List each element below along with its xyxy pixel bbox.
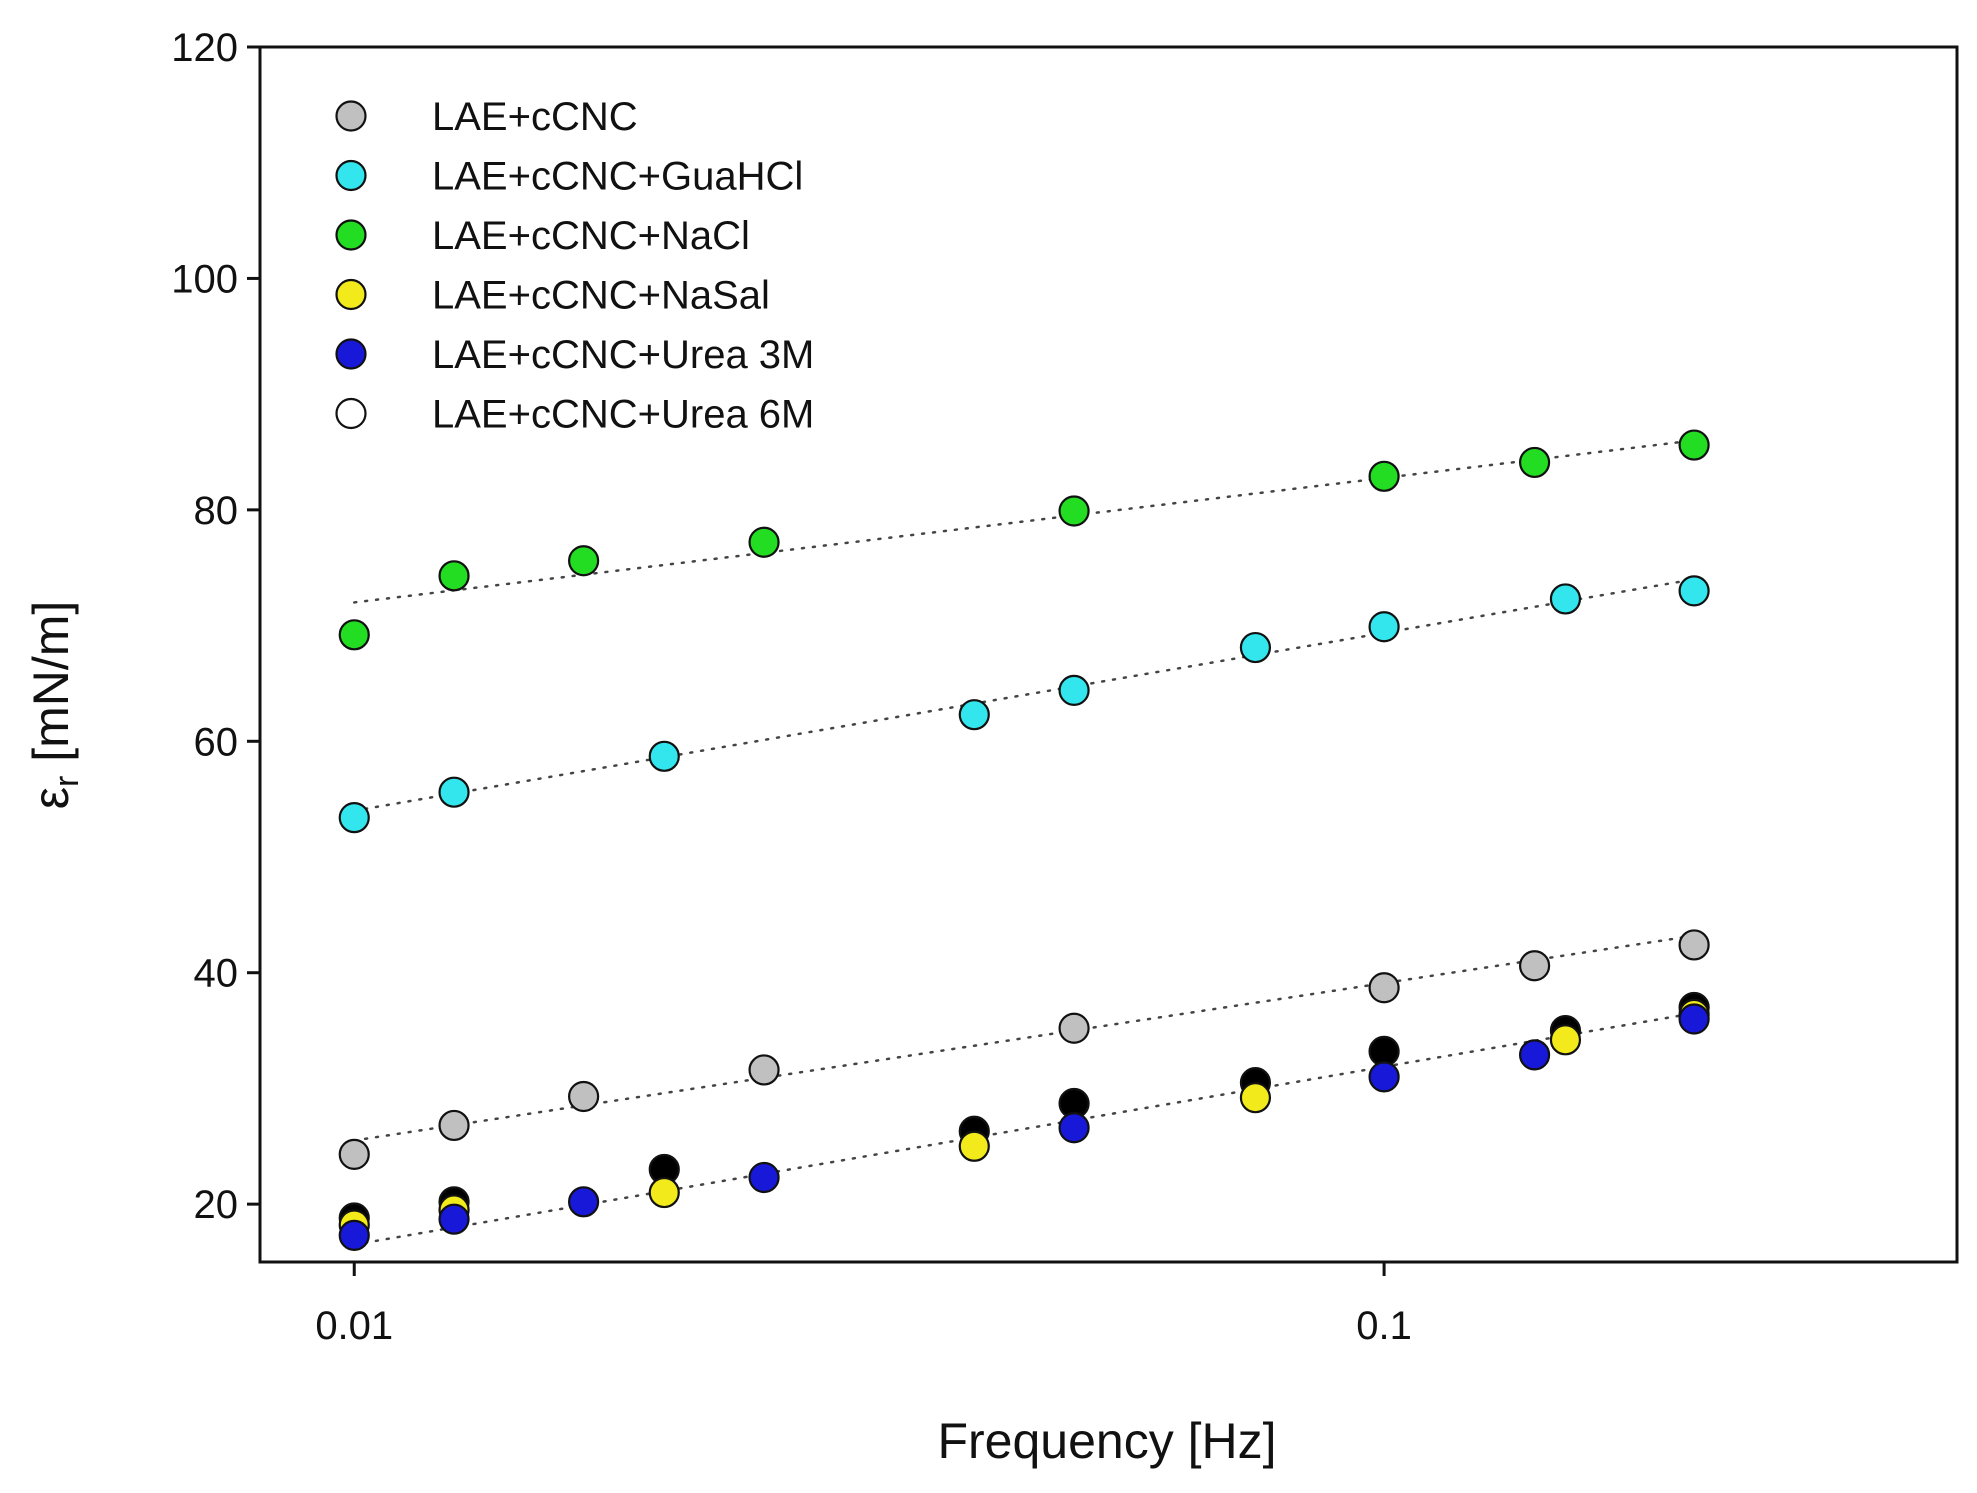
- series-lae-ccnc-urea-3m: [338, 1003, 1710, 1251]
- x-tick-label: 0.01: [315, 1304, 393, 1348]
- data-point-lae-ccnc: [568, 1080, 600, 1113]
- y-tick-label: 120: [171, 26, 238, 70]
- data-point-lae-ccnc: [748, 1054, 780, 1086]
- data-point-lae-ccnc-nacl: [338, 619, 370, 651]
- data-point-lae-ccnc-guahcl: [1239, 631, 1272, 664]
- data-point-lae-ccnc: [1058, 1012, 1090, 1044]
- data-point-lae-ccnc-urea-3m: [748, 1161, 780, 1194]
- y-tick-label: 100: [171, 257, 238, 301]
- data-point-lae-ccnc-guahcl: [958, 699, 990, 731]
- data-point-lae-ccnc-nacl: [1058, 495, 1090, 527]
- x-axis-title: Frequency [Hz]: [937, 1413, 1276, 1469]
- data-points: [338, 429, 1710, 1251]
- trend-lines: [352, 439, 1696, 1246]
- legend-marker: [335, 159, 367, 192]
- data-point-lae-ccnc-guahcl: [1678, 575, 1710, 607]
- legend-label: LAE+cCNC+NaCl: [432, 214, 750, 258]
- data-point-lae-ccnc-nasal: [1239, 1082, 1272, 1114]
- legend-item-lae-ccnc: LAE+cCNC: [335, 95, 638, 139]
- data-point-lae-ccnc-nasal: [958, 1130, 990, 1162]
- legend-item-lae-ccnc-nasal: LAE+cCNC+NaSal: [335, 274, 770, 318]
- y-axis-subscript: r: [48, 776, 86, 787]
- data-point-lae-ccnc: [1678, 929, 1710, 961]
- data-point-lae-ccnc-nasal: [1549, 1024, 1582, 1056]
- y-axis-units: [mN/m]: [23, 601, 79, 776]
- data-point-lae-ccnc-guahcl: [1549, 583, 1582, 615]
- legend-marker: [335, 219, 367, 251]
- legend-item-lae-ccnc-guahcl: LAE+cCNC+GuaHCl: [335, 155, 803, 199]
- legend-marker: [335, 100, 367, 132]
- legend-item-lae-ccnc-nacl: LAE+cCNC+NaCl: [335, 214, 750, 258]
- data-point-lae-ccnc-guahcl: [1368, 611, 1400, 643]
- data-point-lae-ccnc-urea-3m: [1678, 1003, 1710, 1035]
- data-point-lae-ccnc-urea-3m: [568, 1186, 600, 1218]
- plot-area-frame: [258, 45, 1959, 1264]
- y-axis-title: εr [mN/m]: [23, 601, 86, 810]
- data-point-lae-ccnc: [1368, 972, 1400, 1004]
- trend-line-nacl-trend: [352, 439, 1696, 604]
- data-point-lae-ccnc-nacl: [1678, 429, 1710, 461]
- data-point-lae-ccnc-urea-3m: [338, 1219, 370, 1251]
- legend-label: LAE+cCNC: [432, 95, 638, 139]
- legend-item-lae-ccnc-urea-6m: LAE+cCNC+Urea 6M: [335, 393, 814, 437]
- legend-label: LAE+cCNC+Urea 6M: [432, 393, 814, 437]
- legend: LAE+cCNC LAE+cCNC+GuaHCl LAE+cCNC+NaCl LAE+…: [335, 95, 814, 437]
- data-point-lae-ccnc-nacl: [1518, 446, 1551, 479]
- data-point-lae-ccnc-guahcl: [338, 802, 370, 834]
- legend-label: LAE+cCNC+GuaHCl: [432, 155, 803, 199]
- legend-marker: [335, 338, 367, 370]
- trend-line-guahcl-trend: [352, 578, 1696, 812]
- data-point-lae-ccnc-nacl: [1368, 460, 1400, 492]
- data-point-lae-ccnc-nacl: [568, 545, 600, 577]
- data-point-lae-ccnc-urea-3m: [1058, 1112, 1090, 1144]
- data-point-lae-ccnc-nacl: [748, 526, 780, 558]
- data-point-lae-ccnc-guahcl: [1058, 674, 1090, 706]
- data-point-lae-ccnc: [1518, 950, 1551, 982]
- data-point-lae-ccnc-urea-3m: [1368, 1061, 1400, 1093]
- legend-marker: [335, 278, 367, 311]
- y-tick-label: 60: [194, 720, 239, 764]
- data-point-lae-ccnc: [338, 1138, 370, 1170]
- legend-item-lae-ccnc-urea-3m: LAE+cCNC+Urea 3M: [335, 333, 814, 377]
- series-lae-ccnc-guahcl: [338, 575, 1710, 834]
- series-lae-ccnc: [338, 929, 1710, 1170]
- legend-marker: [335, 397, 367, 430]
- data-point-lae-ccnc-urea-3m: [438, 1203, 470, 1235]
- data-point-lae-ccnc: [438, 1109, 470, 1142]
- legend-label: LAE+cCNC+NaSal: [432, 274, 770, 318]
- data-point-lae-ccnc-guahcl: [438, 776, 470, 808]
- data-point-lae-ccnc-urea-3m: [1518, 1039, 1551, 1071]
- legend-label: LAE+cCNC+Urea 3M: [432, 333, 814, 377]
- y-tick-label: 20: [194, 1183, 239, 1227]
- x-tick-label: 0.1: [1356, 1304, 1412, 1348]
- y-tick-label: 40: [194, 952, 239, 996]
- trend-line-lower-trend: [352, 1011, 1696, 1246]
- data-point-lae-ccnc-nasal: [648, 1176, 680, 1209]
- series-lae-ccnc-nacl: [338, 429, 1710, 651]
- axis-ticks: 20 40 60 80 100 120 0.01 0.1: [171, 26, 1412, 1348]
- y-tick-label: 80: [194, 489, 239, 533]
- y-axis-symbol: ε: [23, 787, 79, 809]
- data-point-lae-ccnc-guahcl: [648, 740, 680, 772]
- data-point-lae-ccnc-nacl: [438, 560, 470, 592]
